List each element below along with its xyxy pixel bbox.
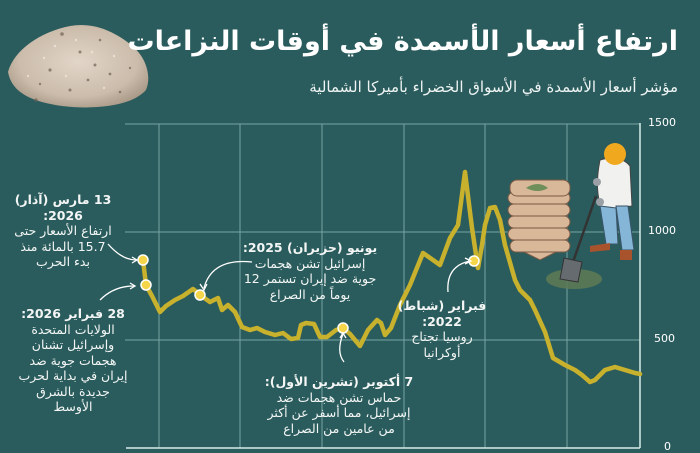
annotation-mar2026: 13 مارس (آذار) 2026: ارتفاع الأسعار حتى …	[14, 192, 112, 269]
annotation-arrows	[99, 243, 473, 363]
y-tick-0: 0	[664, 440, 671, 453]
annotation-feb2022: فبراير (شباط) 2022: روسيا تجتاح أوكرانيا	[397, 298, 487, 360]
gridlines	[125, 123, 640, 448]
annotation-feb2026: 28 فبراير 2026: الولايات المتحدة وإسرائي…	[18, 306, 128, 414]
event-markers	[137, 254, 480, 334]
chart-title: ارتفاع أسعار الأسمدة في أوقات النزاعات	[127, 26, 678, 57]
fertilizer-pile-image	[8, 24, 149, 108]
axis-frame	[126, 123, 641, 449]
marker-jun2025	[194, 289, 206, 301]
marker-feb2026	[140, 279, 152, 291]
annotation-oct2023: 7 أكتوبر (تشرين الأول): حماس تشن هجمات ض…	[264, 374, 414, 436]
marker-oct2023	[337, 322, 349, 334]
chart-subtitle: مؤشر أسعار الأسمدة في الأسواق الخضراء بأ…	[309, 78, 678, 96]
fertilizer-bags-illustration	[507, 179, 571, 261]
y-tick-1500: 1500	[648, 116, 676, 129]
worker-illustration	[546, 143, 635, 289]
y-tick-500: 500	[654, 332, 675, 345]
price-index-line	[140, 169, 643, 385]
annotation-jun2025: يونيو (حزيران) 2025: إسرائيل تشن هجمات ج…	[242, 240, 378, 302]
marker-mar2026	[137, 254, 149, 266]
y-tick-1000: 1000	[648, 224, 676, 237]
